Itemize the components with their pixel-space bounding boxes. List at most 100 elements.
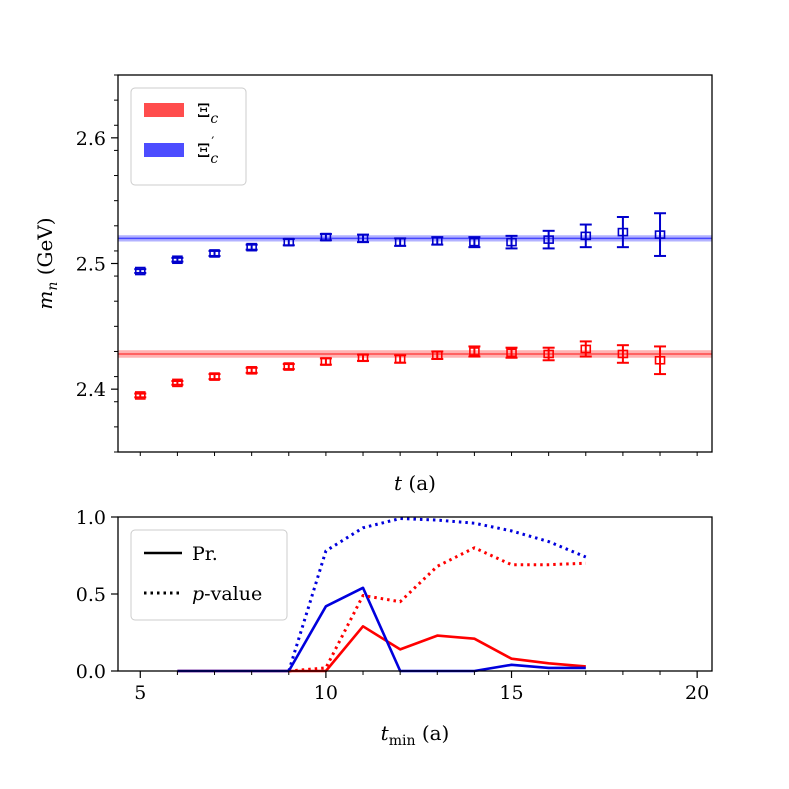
data-point	[468, 236, 481, 249]
x-axis-label-main: t	[394, 471, 403, 495]
y-axis-ticks: 2.4 2.5 2.6	[76, 74, 118, 453]
data-points	[134, 212, 667, 400]
data-point	[654, 345, 667, 376]
legend-label: Pr.	[192, 543, 218, 565]
square-marker	[357, 353, 369, 363]
x-axis-label: tmin (a)	[381, 721, 450, 749]
data-point	[245, 366, 258, 375]
square-marker	[469, 237, 480, 247]
y-tick-label: 2.6	[76, 128, 106, 150]
data-point	[579, 340, 592, 358]
square-marker	[209, 372, 220, 381]
square-marker	[617, 349, 629, 359]
legend-label-sub: c	[210, 151, 218, 167]
data-point	[282, 362, 295, 371]
y-tick-label: 0.0	[76, 661, 106, 683]
mass-legend: ΞcΞ′ c	[130, 87, 247, 186]
y-tick-label: 2.5	[76, 254, 106, 276]
x-axis-ticks	[139, 452, 698, 456]
data-point	[282, 237, 295, 247]
square-marker	[134, 266, 146, 276]
x-tick-label: 5	[134, 682, 146, 704]
square-marker	[209, 249, 220, 258]
data-point	[505, 346, 518, 359]
legend-label-sub: c	[210, 111, 218, 127]
y-axis-label-sub: n	[45, 282, 61, 291]
square-marker	[246, 366, 257, 375]
square-marker	[580, 344, 592, 354]
y-axis-label-tail: (GeV)	[33, 217, 57, 281]
square-marker	[283, 362, 295, 371]
legend-swatch	[144, 103, 184, 117]
square-marker	[431, 236, 443, 246]
data-point	[171, 378, 184, 388]
square-marker	[617, 227, 629, 237]
probability-panel: 0.0 0.5 1.0 5 10 15 20 Pr. p-value tmin (a)	[76, 507, 713, 749]
square-marker	[172, 255, 183, 265]
square-marker	[469, 347, 480, 356]
x-tick-label: 10	[314, 682, 338, 704]
legend-label: Ξc	[197, 100, 218, 127]
data-point	[616, 216, 629, 249]
legend-label: p-value	[192, 583, 262, 605]
legend-label-main: -value	[204, 583, 262, 605]
x-axis-label-tail: (a)	[415, 721, 449, 745]
legend-swatch	[144, 143, 184, 157]
square-marker	[320, 357, 332, 366]
x-axis-label-sub: min	[389, 733, 416, 749]
data-point	[616, 344, 629, 364]
y-axis-ticks: 0.0 0.5 1.0	[76, 507, 118, 683]
data-point	[394, 237, 407, 247]
square-marker	[654, 230, 666, 239]
probability-legend: Pr. p-value	[130, 529, 288, 621]
data-point	[468, 345, 481, 358]
legend-label-base: Ξ	[197, 140, 210, 162]
x-axis-label-main: t	[381, 721, 390, 745]
data-point	[431, 236, 444, 246]
series-line	[177, 624, 586, 673]
legend-label-sup: ′	[211, 135, 214, 150]
x-axis-label: t (a)	[394, 471, 436, 495]
data-point	[134, 391, 147, 400]
data-point	[319, 357, 332, 366]
legend-label: Ξ′ c	[197, 135, 218, 167]
x-axis-label-tail: (a)	[402, 471, 436, 495]
data-point	[245, 242, 258, 252]
data-point	[357, 233, 370, 244]
square-marker	[580, 231, 592, 241]
mass-panel: 2.42.52.6 ΞcΞ′ c mn (GeV) t (a)	[33, 74, 713, 495]
square-marker	[283, 237, 295, 247]
data-point	[654, 212, 667, 257]
square-marker	[320, 232, 332, 242]
fit-bands	[118, 235, 712, 358]
data-point	[542, 229, 555, 250]
square-marker	[394, 237, 406, 247]
y-tick-label: 2.4	[76, 379, 106, 401]
square-marker	[431, 350, 443, 360]
data-point	[208, 249, 221, 258]
legend-label-main: Pr.	[192, 543, 218, 565]
data-point	[505, 234, 518, 250]
legend-label-base: Ξ	[197, 100, 210, 122]
series-line	[288, 546, 586, 673]
x-tick-label: 15	[499, 682, 523, 704]
square-marker	[654, 355, 666, 365]
square-marker	[172, 378, 183, 388]
x-axis-ticks: 5 10 15 20	[134, 671, 709, 704]
data-point	[319, 232, 332, 242]
square-marker	[394, 354, 406, 364]
data-point	[431, 350, 444, 361]
y-axis-label: mn (GeV)	[33, 217, 61, 309]
series-line	[287, 517, 587, 672]
square-marker	[357, 234, 369, 243]
y-tick-label: 0.5	[76, 584, 106, 606]
data-point	[171, 255, 184, 265]
data-point	[208, 372, 221, 381]
legend-label-italic: p	[192, 583, 204, 605]
square-marker	[543, 235, 554, 244]
data-point	[134, 266, 147, 276]
data-point	[357, 353, 370, 363]
square-marker	[543, 349, 554, 359]
square-marker	[506, 348, 517, 358]
data-point	[542, 346, 555, 362]
